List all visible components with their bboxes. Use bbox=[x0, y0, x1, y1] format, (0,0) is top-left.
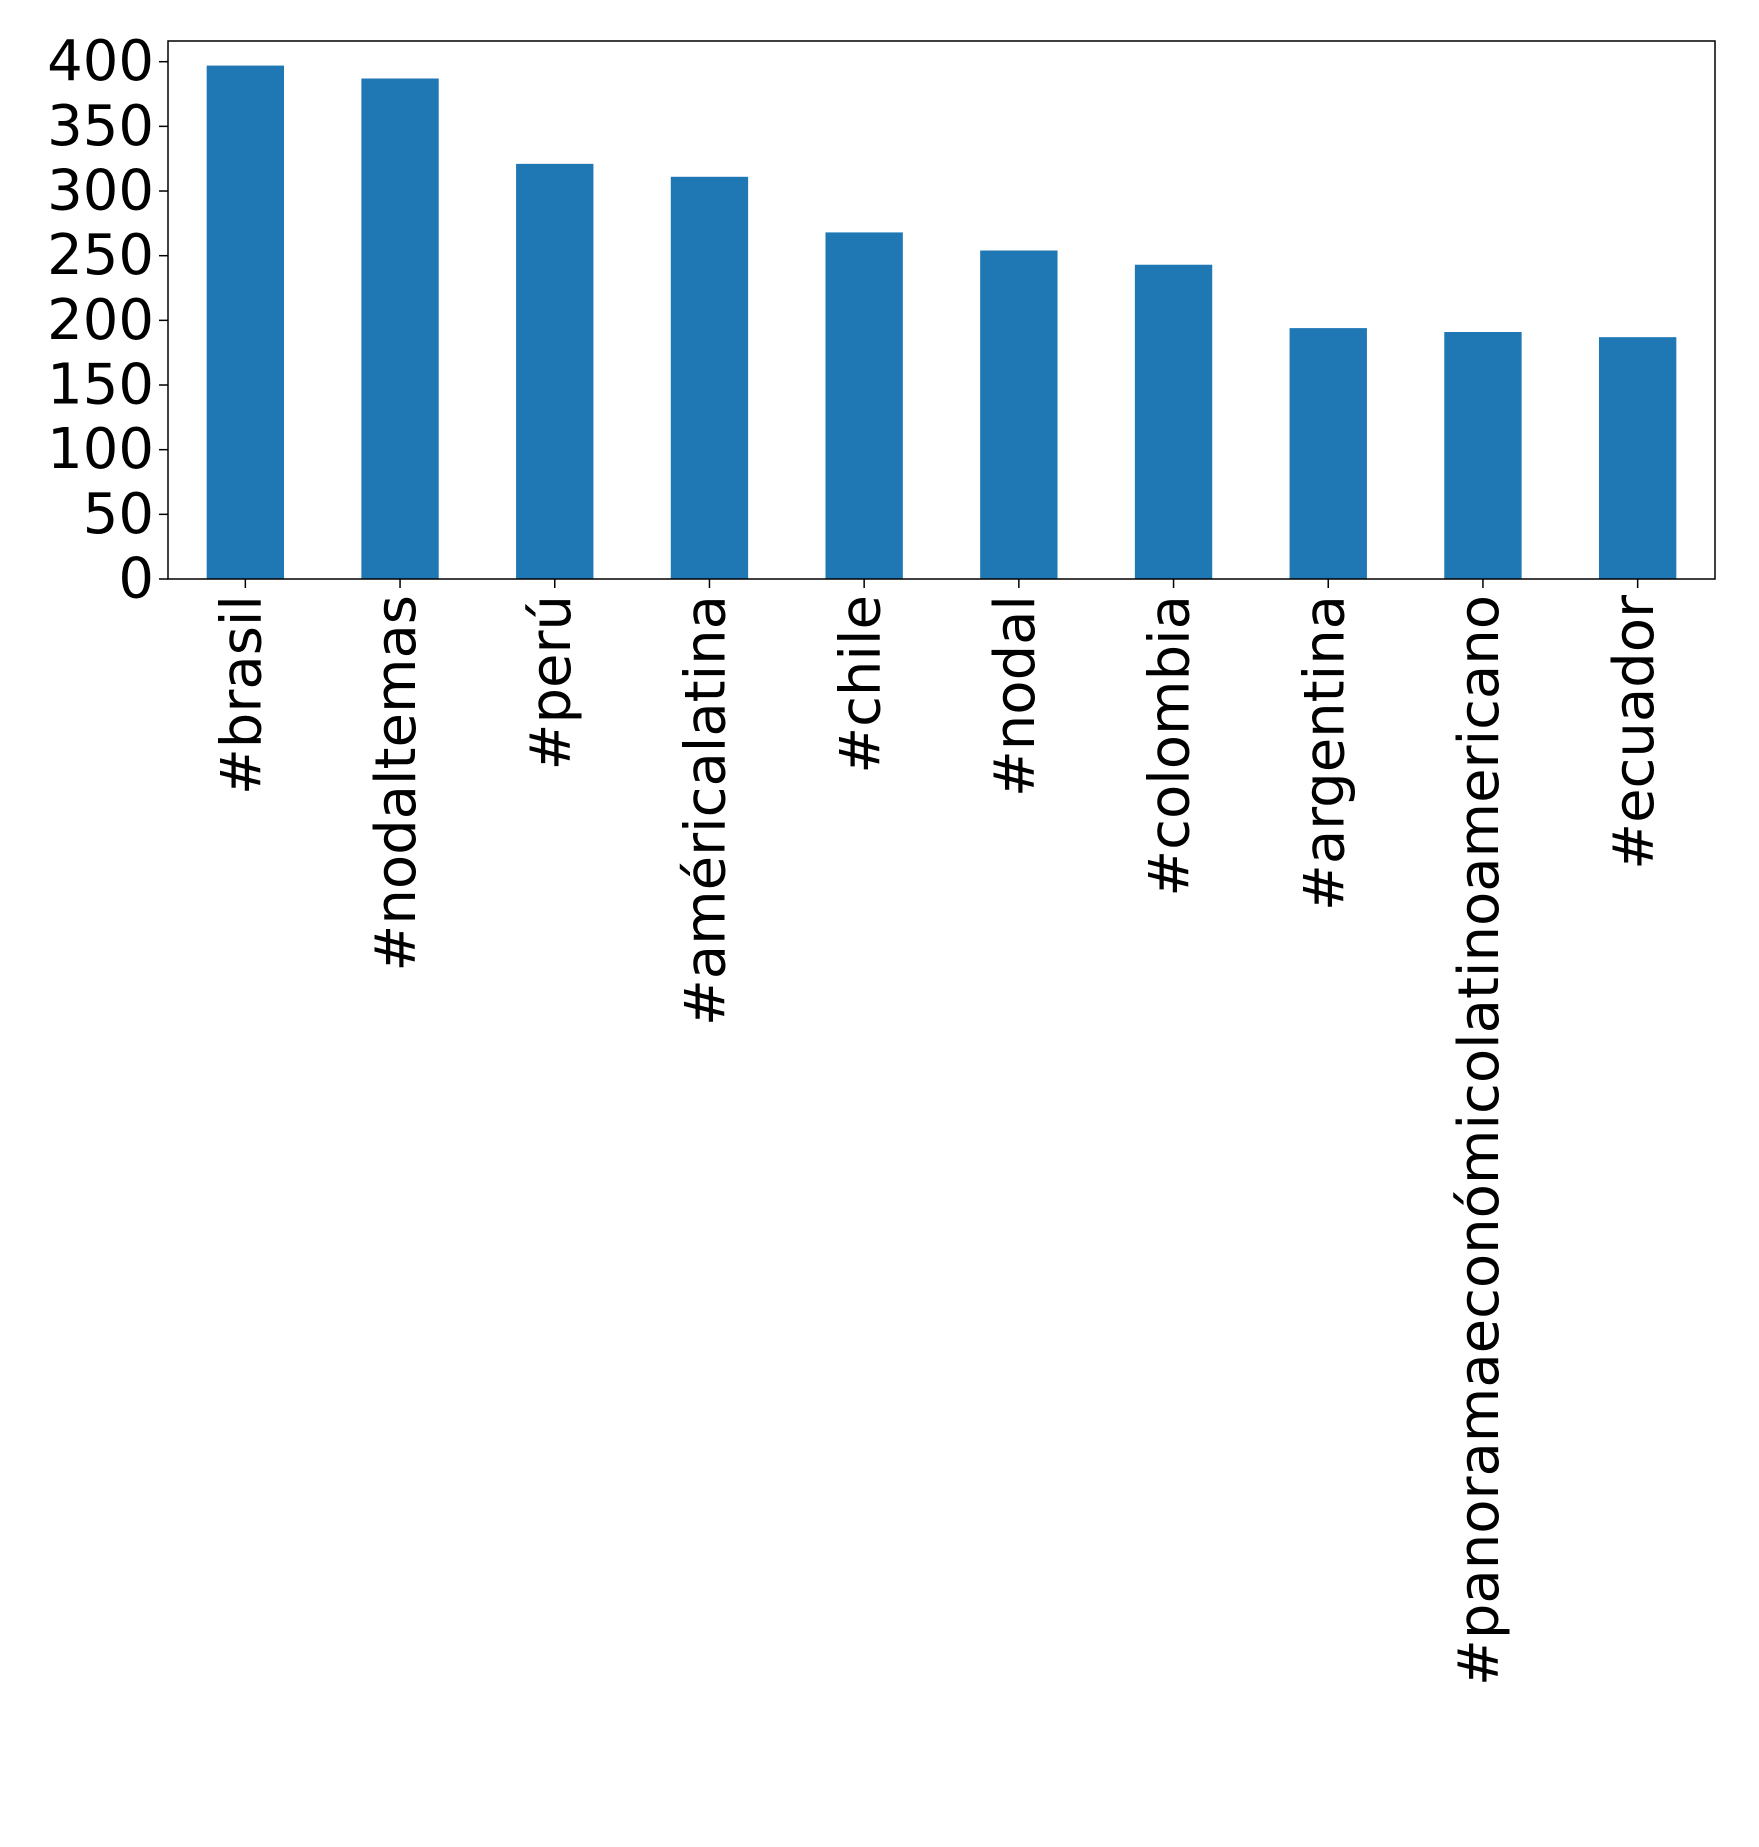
x-tick-label: #américalatina bbox=[674, 595, 739, 1026]
y-tick-label: 100 bbox=[47, 417, 154, 482]
y-tick-label: 250 bbox=[47, 223, 154, 288]
x-tick-label: #perú bbox=[519, 595, 584, 770]
x-tick-label: #argentina bbox=[1292, 595, 1357, 911]
x-tick-label: #nodaltemas bbox=[364, 595, 429, 972]
bar-3 bbox=[670, 176, 749, 579]
bar-7 bbox=[1289, 328, 1367, 579]
bar-4 bbox=[825, 232, 903, 579]
plot-frame bbox=[167, 40, 1716, 580]
bar-5 bbox=[980, 250, 1058, 579]
x-tick-label: #panoramaeconómicolatinoamericano bbox=[1447, 595, 1512, 1686]
x-tick-label: #brasil bbox=[209, 595, 274, 795]
y-tick-label: 0 bbox=[118, 547, 154, 612]
y-tick-label: 350 bbox=[47, 94, 154, 159]
bar-9 bbox=[1598, 337, 1677, 579]
y-tick-label: 300 bbox=[47, 159, 154, 224]
y-tick-label: 150 bbox=[47, 353, 154, 418]
x-tick-label: #nodal bbox=[983, 595, 1048, 797]
x-tick-label: #chile bbox=[828, 595, 893, 774]
y-tick-label: 200 bbox=[47, 288, 154, 353]
bar-0 bbox=[206, 65, 285, 579]
bar-8 bbox=[1444, 331, 1522, 579]
x-axis: #brasil #nodaltemas #perú #américalatina #ch… bbox=[209, 579, 1667, 1686]
x-tick-label: #ecuador bbox=[1602, 594, 1667, 870]
bar-1 bbox=[361, 78, 439, 579]
y-tick-label: 400 bbox=[47, 29, 154, 94]
x-tick-label: #colombia bbox=[1138, 595, 1203, 897]
bar-2 bbox=[516, 163, 594, 579]
y-tick-label: 50 bbox=[83, 482, 154, 547]
bar-6 bbox=[1134, 264, 1213, 579]
bars-layer bbox=[206, 65, 1677, 579]
